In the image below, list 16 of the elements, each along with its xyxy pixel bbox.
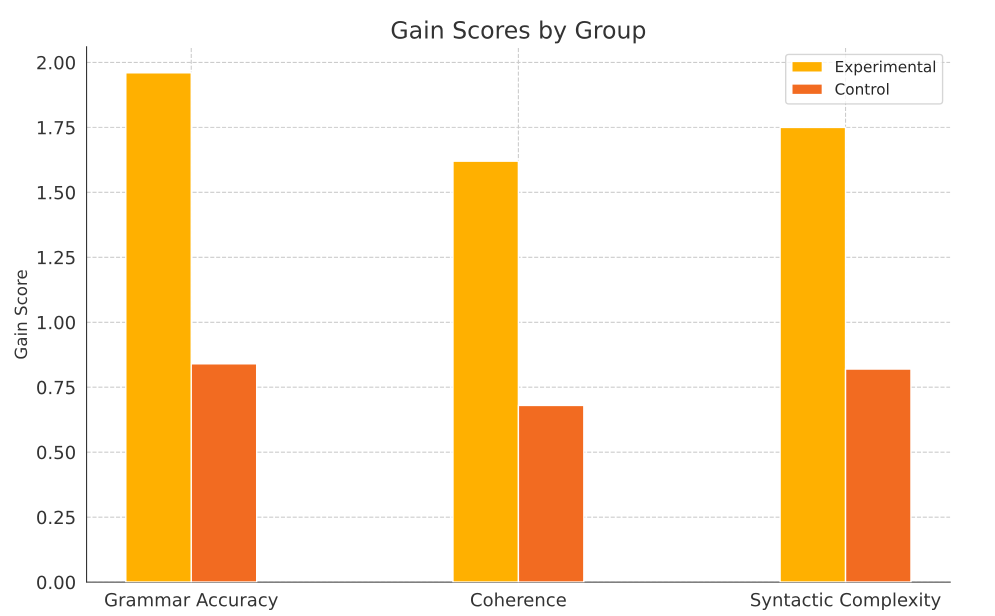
- y-tick-label: 1.00: [38, 316, 75, 330]
- x-tick-label: Syntactic Complexity: [751, 592, 941, 610]
- chart-title: Gain Scores by Group: [392, 20, 646, 44]
- legend-label: Experimental: [836, 60, 936, 76]
- y-axis-title: Gain Score: [14, 270, 28, 359]
- x-tick-label: Grammar Accuracy: [105, 592, 278, 610]
- y-tick-label: 0.25: [37, 510, 75, 524]
- x-tick-label: Coherence: [471, 592, 566, 607]
- y-tick-label: 1.50: [38, 186, 75, 200]
- y-tick-label: 1.75: [38, 121, 75, 134]
- y-tick-label: 1.25: [38, 250, 75, 264]
- y-tick-label: 2.00: [37, 56, 75, 70]
- y-tick-label: 0.00: [37, 576, 75, 590]
- y-tick-label: 0.75: [37, 380, 75, 394]
- legend-label: Control: [835, 82, 888, 95]
- y-tick-label: 0.50: [37, 446, 75, 460]
